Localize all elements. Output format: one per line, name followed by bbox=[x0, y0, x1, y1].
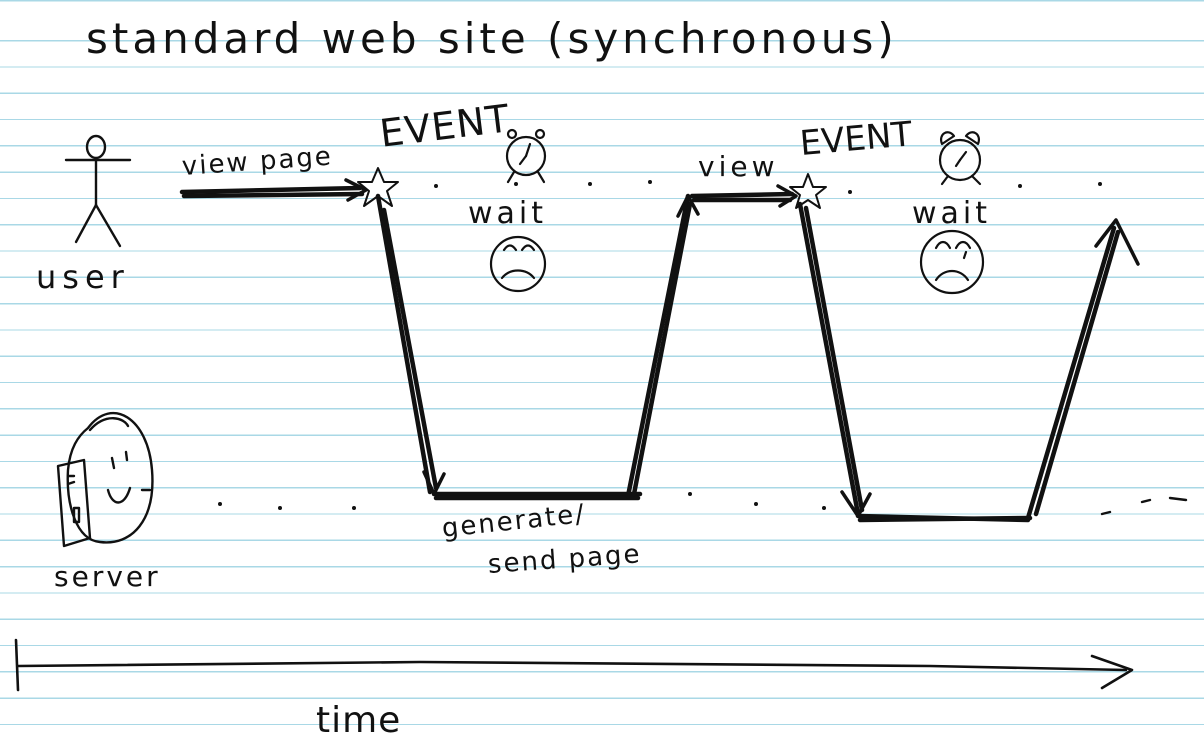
alarm-clock-icon bbox=[938, 131, 982, 186]
server-timeline-dashes bbox=[1100, 496, 1188, 516]
server-timeline-dots bbox=[218, 492, 826, 510]
user-stick-figure-icon bbox=[64, 134, 132, 248]
user-timeline-dots bbox=[434, 180, 1102, 194]
event-star-icon bbox=[357, 167, 399, 207]
user-label: user bbox=[36, 258, 130, 296]
diagram-title: standard web site (synchronous) bbox=[86, 14, 898, 63]
path-arrowheads bbox=[344, 178, 1140, 518]
request-response-path bbox=[179, 185, 1121, 523]
alarm-clock-icon bbox=[505, 128, 547, 184]
time-axis-label: time bbox=[316, 700, 402, 741]
wait-label-1: wait bbox=[468, 196, 548, 231]
view-label-2: view bbox=[698, 150, 779, 183]
time-axis-arrow bbox=[14, 638, 1134, 692]
event-star-icon bbox=[789, 173, 827, 209]
wait-label-2: wait bbox=[912, 196, 992, 231]
sad-face-icon bbox=[919, 229, 985, 295]
server-icon bbox=[56, 411, 154, 548]
sad-face-icon bbox=[489, 235, 547, 293]
server-label: server bbox=[54, 560, 161, 593]
